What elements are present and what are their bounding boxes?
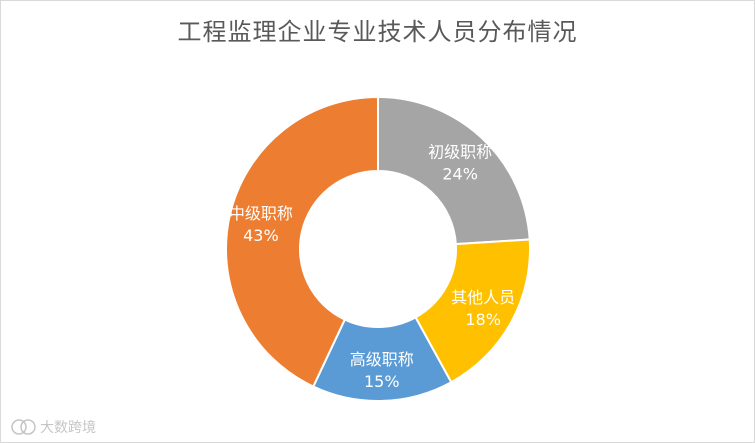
slice-value-1: 24% (442, 165, 478, 184)
slice-label-4: 中级职称 (229, 204, 293, 223)
watermark-logo: 大数跨境 (11, 419, 96, 436)
labels-group: 初级职称 24% 其他人员 18% 高级职称 15% 中级职称 43% (229, 143, 515, 391)
slice-label-1: 初级职称 (428, 143, 492, 162)
slice-2 (414, 238, 531, 384)
slices-group (225, 95, 531, 402)
slice-label-3: 高级职称 (350, 350, 414, 369)
slice-label-2: 其他人员 (451, 288, 515, 307)
watermark-text: 大数跨境 (40, 420, 96, 436)
slice-value-4: 43% (243, 226, 279, 245)
slice-value-2: 18% (465, 310, 501, 329)
chart-title: 工程监理企业专业技术人员分布情况 (177, 18, 578, 46)
slice-1 (377, 95, 531, 246)
slice-value-3: 15% (364, 372, 400, 391)
slice-4 (225, 95, 379, 388)
